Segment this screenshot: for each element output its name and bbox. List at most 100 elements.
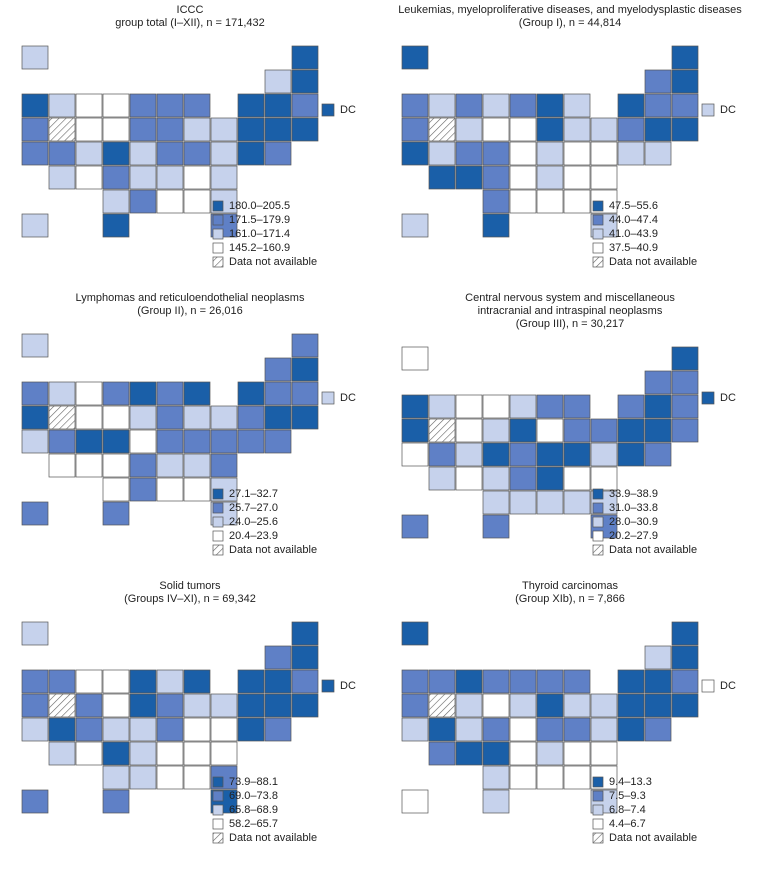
state — [536, 165, 564, 190]
state — [75, 93, 103, 118]
legend-swatch — [592, 544, 604, 556]
state — [536, 741, 564, 766]
state — [455, 717, 483, 742]
state — [291, 693, 319, 718]
state — [21, 621, 49, 646]
dc-label: DC — [720, 680, 736, 692]
state — [102, 765, 130, 790]
state — [291, 621, 319, 646]
state — [590, 117, 618, 142]
state — [482, 669, 510, 694]
legend-label: 145.2–160.9 — [229, 242, 290, 254]
state — [264, 357, 292, 382]
legend-swatch — [592, 790, 604, 802]
legend-label: 37.5–40.9 — [609, 242, 658, 254]
state — [536, 669, 564, 694]
state — [237, 429, 265, 454]
state — [102, 381, 130, 406]
state — [482, 418, 510, 443]
state — [482, 117, 510, 142]
state — [401, 621, 429, 646]
state — [563, 394, 591, 419]
state — [156, 405, 184, 430]
state — [264, 141, 292, 166]
state — [21, 117, 49, 142]
legend-label: Data not available — [609, 256, 697, 268]
panel-title: Lymphomas and reticuloendothelial neopla… — [76, 292, 305, 304]
state — [644, 394, 672, 419]
legend-swatch — [592, 832, 604, 844]
state — [509, 165, 537, 190]
legend-label: 171.5–179.9 — [229, 214, 290, 226]
state — [48, 741, 76, 766]
state — [48, 429, 76, 454]
state — [455, 693, 483, 718]
state — [291, 45, 319, 70]
legend-swatch — [592, 530, 604, 542]
state — [102, 429, 130, 454]
state — [482, 490, 510, 515]
state — [563, 165, 591, 190]
legend-label: 47.5–55.6 — [609, 200, 658, 212]
state — [237, 93, 265, 118]
state — [102, 789, 130, 814]
state — [428, 669, 456, 694]
legend-swatch — [212, 790, 224, 802]
legend-label: 20.2–27.9 — [609, 530, 658, 542]
state — [644, 141, 672, 166]
panel-title: Solid tumors — [159, 580, 221, 592]
legend-swatch — [212, 256, 224, 268]
dc-box — [321, 103, 335, 117]
state — [509, 669, 537, 694]
state — [291, 69, 319, 94]
state — [210, 141, 238, 166]
state — [21, 669, 49, 694]
dc-label: DC — [340, 392, 356, 404]
legend-label: 20.4–23.9 — [229, 530, 278, 542]
legend-swatch — [212, 228, 224, 240]
state — [102, 477, 130, 502]
legend-label: 28.0–30.9 — [609, 516, 658, 528]
state — [401, 45, 429, 70]
state — [102, 741, 130, 766]
state — [482, 717, 510, 742]
state — [509, 466, 537, 491]
state — [210, 741, 238, 766]
state — [102, 141, 130, 166]
state — [183, 405, 211, 430]
state — [291, 357, 319, 382]
state — [183, 93, 211, 118]
state — [671, 645, 699, 670]
state — [21, 93, 49, 118]
state — [401, 213, 429, 238]
state — [671, 621, 699, 646]
state — [671, 418, 699, 443]
state — [401, 418, 429, 443]
state — [482, 789, 510, 814]
state — [482, 213, 510, 238]
state — [509, 117, 537, 142]
state — [129, 693, 157, 718]
legend-label: 161.0–171.4 — [229, 228, 290, 240]
state — [536, 490, 564, 515]
state — [563, 717, 591, 742]
state — [563, 466, 591, 491]
legend-label: 9.4–13.3 — [609, 776, 652, 788]
state — [102, 693, 130, 718]
state — [644, 442, 672, 467]
state — [536, 693, 564, 718]
state — [590, 741, 618, 766]
state — [428, 394, 456, 419]
state — [183, 741, 211, 766]
state — [75, 405, 103, 430]
state — [210, 165, 238, 190]
state — [75, 453, 103, 478]
state — [590, 141, 618, 166]
legend-swatch — [212, 832, 224, 844]
state — [590, 442, 618, 467]
state — [482, 93, 510, 118]
state — [129, 141, 157, 166]
state — [21, 381, 49, 406]
state — [482, 141, 510, 166]
state — [75, 165, 103, 190]
